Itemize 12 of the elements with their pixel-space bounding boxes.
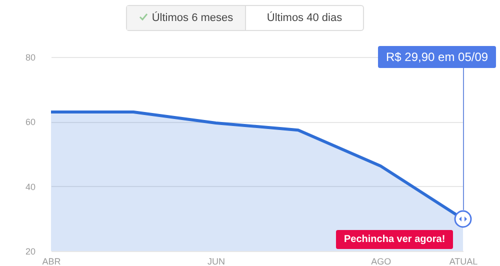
y-tick-label: 20 — [26, 246, 36, 256]
annotation: Pechincha ver agora! — [336, 230, 454, 249]
y-tick-label: 80 — [26, 52, 36, 62]
x-tick-label: JUN — [208, 256, 226, 266]
x-tick-label: ATUAL — [449, 256, 478, 266]
y-tick-label: 40 — [26, 182, 36, 192]
x-tick-label: ABR — [42, 256, 62, 266]
text: Últimos 40 dias — [266, 10, 344, 26]
annotation: R$ 29,90 em 05/09 — [378, 46, 496, 68]
x-tick-label: AGO — [371, 256, 392, 266]
text: Últimos 6 meses — [127, 6, 246, 30]
y-tick-label: 60 — [26, 117, 36, 128]
